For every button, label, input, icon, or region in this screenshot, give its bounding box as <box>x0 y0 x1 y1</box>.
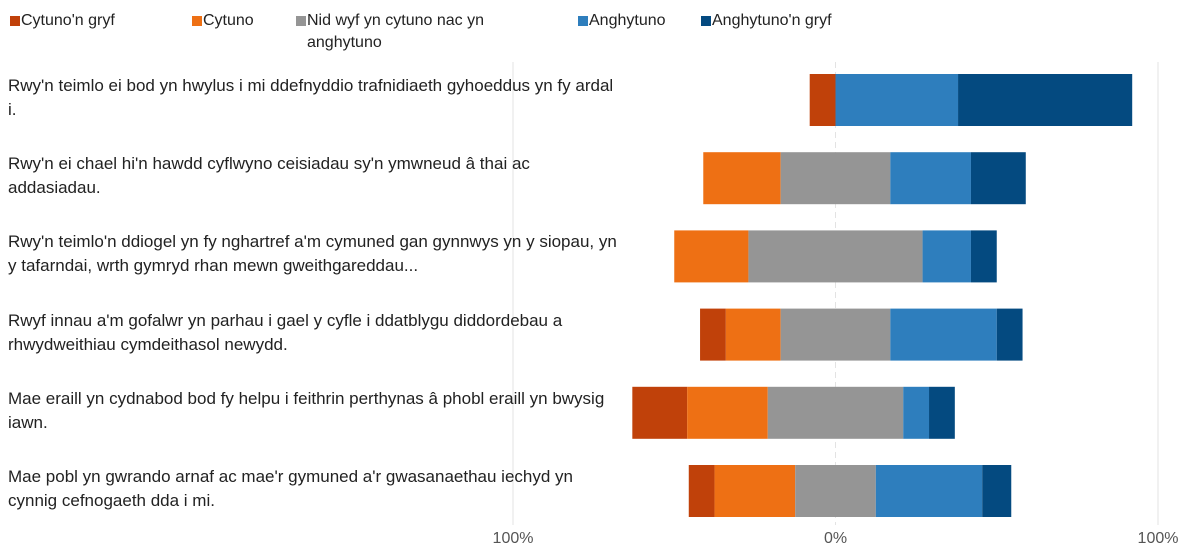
bar-segment <box>725 308 781 361</box>
bar-segment <box>767 386 904 439</box>
bar-segment <box>970 152 1026 205</box>
bar-segment <box>780 152 891 205</box>
legend-label: Anghytuno <box>589 12 666 29</box>
bar-segment <box>688 465 715 517</box>
category-label: Rwy'n ei chael hi'n hawdd cyflwyno ceisi… <box>8 154 530 198</box>
bar-segment <box>632 386 688 439</box>
bar-segment <box>982 465 1012 517</box>
x-tick-label: 0% <box>823 530 848 547</box>
bar-segment <box>700 308 726 361</box>
bar-segment <box>929 386 955 439</box>
category-label: Mae pobl yn gwrando arnaf ac mae'r gymun… <box>8 467 573 510</box>
legend-swatch <box>296 16 306 26</box>
category-label: Mae eraill yn cydnabod bod fy helpu i fe… <box>8 388 605 432</box>
x-tick-label: 100% <box>1137 530 1179 547</box>
bar-segment <box>890 308 997 361</box>
legend-label: Nid wyf yn cytuno nac yn anghytuno <box>307 12 484 51</box>
legend-label: Cytuno'n gryf <box>21 12 115 29</box>
bar-segment <box>687 386 768 439</box>
bar-segment <box>922 230 971 283</box>
legend-label: Anghytuno'n gryf <box>712 12 832 29</box>
legend-swatch <box>10 16 20 26</box>
bar-segment <box>809 74 836 126</box>
bar-segment <box>835 74 959 126</box>
bar-segment <box>674 230 749 283</box>
bar-segment <box>890 152 971 205</box>
category-label: Rwy'n teimlo'n ddiogel yn fy nghartref a… <box>8 232 617 276</box>
legend-swatch <box>701 16 711 26</box>
bar-segment <box>958 74 1133 126</box>
legend-label: Cytuno <box>203 12 254 29</box>
bar-segment <box>875 465 983 517</box>
bar-segment <box>795 465 876 517</box>
category-label: Rwyf innau a'm gofalwr yn parhau i gael … <box>8 310 563 354</box>
bar-segment <box>970 230 997 283</box>
bar-segment <box>996 308 1023 361</box>
bar-segment <box>748 230 923 283</box>
x-tick-label: 100% <box>492 530 534 547</box>
category-label: Rwy'n teimlo ei bod yn hwylus i mi ddefn… <box>8 76 614 119</box>
legend-swatch <box>578 16 588 26</box>
bar-segment <box>780 308 891 361</box>
legend-swatch <box>192 16 202 26</box>
bar-segment <box>703 152 781 205</box>
bar-segment <box>903 386 930 439</box>
bar-segment <box>714 465 796 517</box>
